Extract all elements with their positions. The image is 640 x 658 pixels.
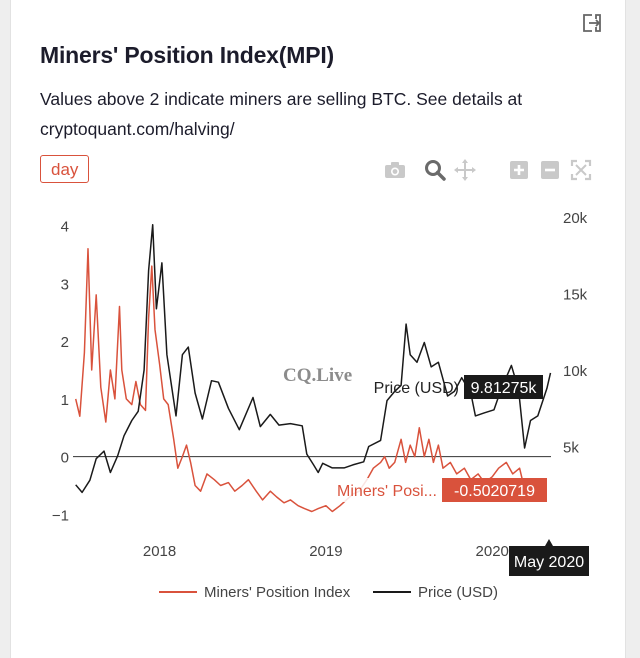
zoom-in-button[interactable] bbox=[507, 157, 531, 183]
pan-icon bbox=[454, 159, 476, 181]
left-tick-label: 3 bbox=[61, 276, 69, 293]
left-tick-label: −1 bbox=[52, 507, 69, 524]
pan-button[interactable] bbox=[453, 157, 477, 183]
legend-label: Price (USD) bbox=[418, 584, 498, 601]
camera-icon bbox=[385, 162, 405, 178]
price-hover-value: 9.81275k bbox=[471, 380, 538, 397]
period-selector-button[interactable]: day bbox=[40, 155, 90, 183]
zoom-in-icon bbox=[510, 161, 528, 179]
left-tick-label: 4 bbox=[61, 219, 69, 236]
x-tick-label: 2019 bbox=[309, 543, 342, 560]
autoscale-button[interactable] bbox=[569, 157, 593, 183]
x-tick-label: 2020 bbox=[476, 543, 509, 560]
chart-plot[interactable]: −1 0 1 2 3 4 5k 10k 15k 20k 2018 2019 2020 CQ.Live… bbox=[11, 195, 625, 615]
right-tick-label: 5k bbox=[563, 440, 579, 457]
zoom-icon bbox=[425, 160, 446, 181]
chart-card: Miners' Position Index(MPI) Values above… bbox=[10, 0, 626, 658]
x-axis-ticks: 2018 2019 2020 bbox=[143, 543, 509, 560]
chart-title: Miners' Position Index(MPI) bbox=[40, 42, 334, 68]
autoscale-icon bbox=[570, 159, 592, 181]
price-hover-name: Price (USD) bbox=[374, 380, 459, 397]
export-button[interactable] bbox=[581, 12, 603, 34]
zoom-out-button[interactable] bbox=[538, 157, 562, 183]
zoom-out-icon bbox=[541, 161, 559, 179]
x-hover-value: May 2020 bbox=[514, 554, 584, 571]
left-axis-ticks: −1 0 1 2 3 4 bbox=[52, 219, 69, 525]
mpi-line bbox=[74, 248, 525, 513]
price-line bbox=[75, 223, 552, 494]
x-tick-label: 2018 bbox=[143, 543, 176, 560]
left-tick-label: 2 bbox=[61, 334, 69, 351]
left-tick-label: 1 bbox=[61, 392, 69, 409]
series-layer bbox=[74, 223, 552, 513]
x-hover-label: May 2020 bbox=[509, 539, 589, 576]
download-plot-button[interactable] bbox=[383, 157, 407, 183]
price-hover-label: Price (USD) 9.81275k bbox=[374, 375, 543, 399]
right-axis-ticks: 5k 10k 15k 20k bbox=[563, 210, 588, 457]
zoom-button[interactable] bbox=[423, 157, 447, 183]
right-tick-label: 10k bbox=[563, 363, 588, 380]
right-tick-label: 15k bbox=[563, 287, 588, 304]
legend-label: Miners' Position Index bbox=[204, 584, 351, 601]
chart-subtitle: Values above 2 indicate miners are selli… bbox=[40, 89, 523, 139]
mpi-hover-label: Miners' Posi... -0.5020719 bbox=[332, 478, 547, 502]
watermark: CQ.Live bbox=[283, 365, 352, 386]
mpi-hover-name: Miners' Posi... bbox=[337, 483, 437, 500]
right-tick-label: 20k bbox=[563, 210, 588, 227]
mpi-hover-value: -0.5020719 bbox=[454, 483, 535, 500]
chart-legend: Miners' Position Index Price (USD) bbox=[159, 584, 498, 601]
export-icon bbox=[583, 14, 601, 32]
left-tick-label: 0 bbox=[61, 450, 69, 467]
